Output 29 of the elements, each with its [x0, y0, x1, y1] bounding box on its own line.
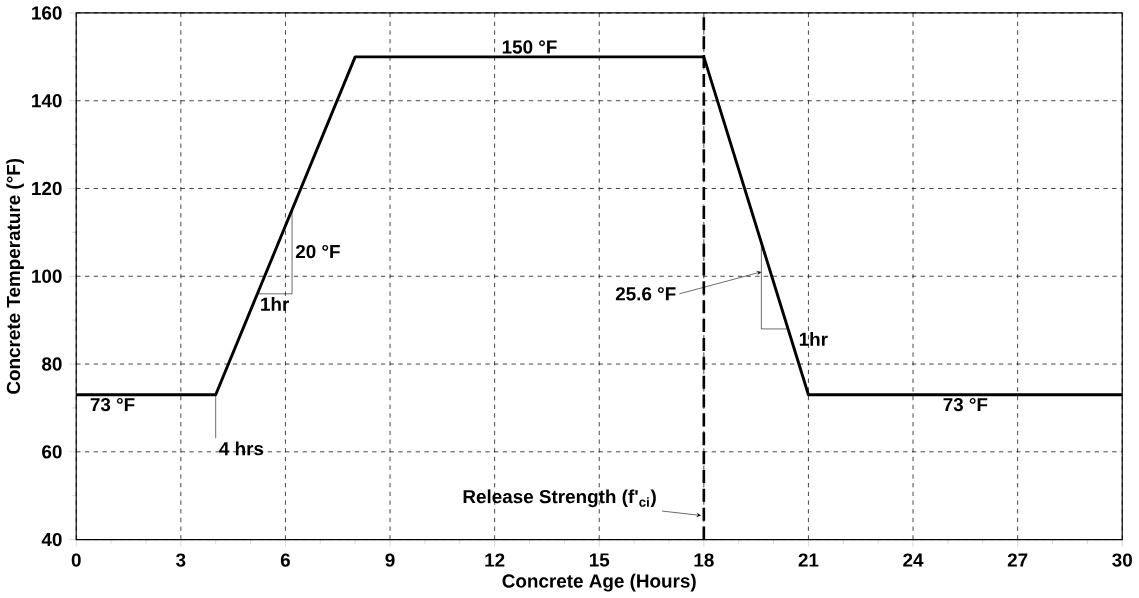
annotation: 73 °F — [90, 398, 135, 412]
x-tick-label: 18 — [694, 553, 714, 567]
annotation: 20 °F — [295, 244, 340, 259]
annotation: 73 °F — [943, 398, 988, 412]
x-tick-label: 24 — [903, 553, 924, 567]
y-tick-label: 120 — [32, 181, 62, 196]
y-tick-label: 160 — [32, 6, 62, 20]
y-axis-title: Concrete Temperature (°F) — [6, 158, 24, 394]
x-tick-label: 3 — [176, 553, 186, 567]
y-tick-label: 80 — [42, 357, 62, 371]
x-tick-label: 15 — [589, 553, 610, 567]
x-tick-label: 0 — [71, 553, 81, 567]
y-tick-label: 60 — [42, 445, 62, 459]
x-tick-label: 21 — [798, 553, 819, 567]
y-tick-label: 140 — [32, 94, 62, 108]
y-tick-label: 100 — [32, 269, 62, 284]
annotation: 1hr — [261, 297, 290, 311]
annotation: 4 hrs — [219, 441, 264, 456]
y-tick-label: 40 — [41, 532, 62, 547]
x-axis-title: Concrete Age (Hours) — [502, 573, 696, 592]
annotation: 1hr — [799, 332, 828, 346]
x-tick-label: 12 — [485, 553, 505, 567]
x-tick-label: 30 — [1112, 553, 1132, 567]
annotation: 150 °F — [502, 40, 557, 54]
x-tick-label: 9 — [385, 553, 395, 567]
annotation: 25.6 °F — [615, 287, 676, 301]
x-tick-label: 27 — [1007, 553, 1028, 567]
x-tick-label: 6 — [280, 553, 290, 567]
ref-line-label: Release Strength (f'$_{ci}$) — [463, 489, 656, 508]
